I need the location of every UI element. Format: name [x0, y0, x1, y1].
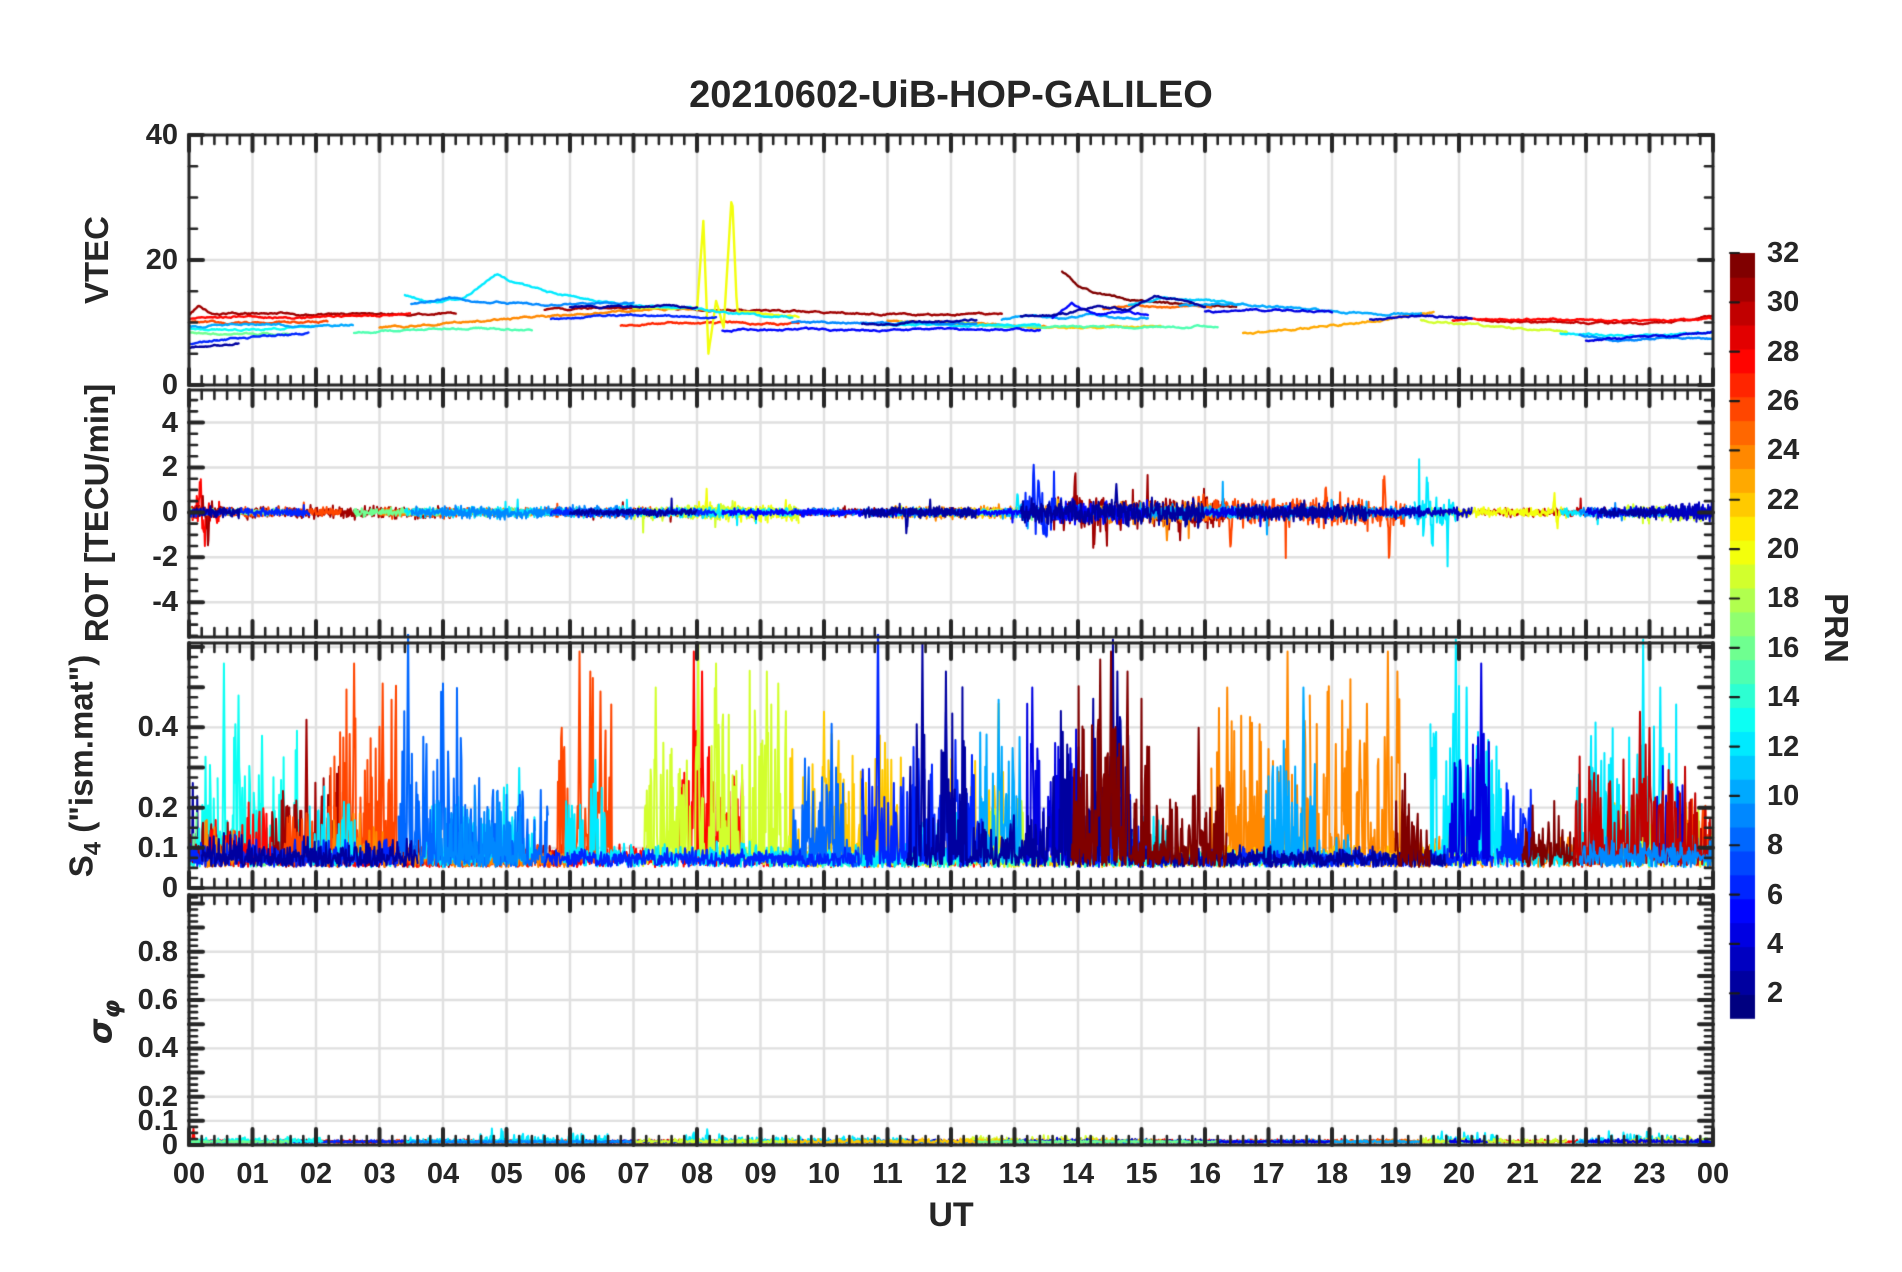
y-tick-label-rot: 0 — [161, 496, 178, 529]
colorbar-tick-label: 20 — [1767, 533, 1800, 566]
y-tick-label-sigma_phi: 0.4 — [137, 1032, 178, 1065]
colorbar-tick-label: 6 — [1767, 878, 1784, 911]
colorbar-tick-label: 18 — [1767, 582, 1800, 615]
y-tick-label-s4: 0.1 — [137, 831, 178, 864]
y-tick-label-rot: 2 — [161, 451, 178, 484]
y-tick-label-sigma_phi: 0.6 — [137, 984, 178, 1017]
x-tick-label: 06 — [553, 1158, 587, 1190]
x-tick-label: 12 — [934, 1158, 968, 1190]
x-tick-label: 15 — [1125, 1158, 1158, 1190]
y-tick-label-sigma_phi: 0.8 — [137, 935, 178, 968]
x-tick-label: 22 — [1569, 1158, 1603, 1190]
x-tick-label: 10 — [807, 1158, 841, 1190]
x-tick-label: 14 — [1061, 1158, 1095, 1190]
x-tick-label: 19 — [1379, 1158, 1412, 1190]
y-tick-label-vtec: 40 — [145, 119, 178, 151]
colorbar-tick-label: 12 — [1767, 730, 1800, 763]
x-axis-label: UT — [928, 1196, 974, 1234]
colorbar-tick-label: 28 — [1767, 335, 1800, 368]
x-tick-label: 17 — [1252, 1158, 1285, 1190]
y-tick-label-vtec: 20 — [145, 244, 178, 276]
colorbar-tick-label: 26 — [1767, 385, 1800, 418]
colorbar-tick-label: 2 — [1767, 977, 1784, 1010]
x-tick-label: 07 — [617, 1158, 650, 1190]
x-tick-label: 00 — [1696, 1158, 1730, 1190]
x-tick-label: 04 — [426, 1158, 460, 1190]
x-tick-label: 21 — [1506, 1158, 1539, 1190]
x-tick-label: 20 — [1442, 1158, 1476, 1190]
colorbar-tick-label: 14 — [1767, 681, 1800, 714]
y-tick-label-sigma_phi: 0.1 — [137, 1104, 178, 1137]
colorbar-tick-label: 4 — [1767, 927, 1784, 960]
colorbar-tick-label: 8 — [1767, 829, 1784, 862]
x-tick-label: 03 — [363, 1158, 396, 1190]
colorbar-tick-label: 24 — [1767, 434, 1800, 467]
colorbar-tick-label: 32 — [1767, 237, 1800, 269]
x-tick-label: 13 — [998, 1158, 1031, 1190]
y-tick-label-s4: 0.4 — [137, 711, 178, 744]
x-tick-label: 01 — [236, 1158, 269, 1190]
y-tick-label-rot: -2 — [152, 541, 178, 574]
y-tick-label-sigma_phi: 0.2 — [137, 1080, 178, 1113]
x-tick-label: 16 — [1188, 1158, 1222, 1190]
y-tick-label-s4: 0 — [161, 872, 178, 904]
x-tick-label: 11 — [872, 1158, 903, 1190]
x-tick-label: 09 — [744, 1158, 777, 1190]
x-tick-label: 02 — [299, 1158, 333, 1190]
x-tick-label: 18 — [1315, 1158, 1349, 1190]
y-tick-label-s4: 0.2 — [137, 791, 178, 824]
y-tick-label-vtec: 0 — [161, 369, 178, 401]
x-tick-label: 00 — [172, 1158, 206, 1190]
colorbar-tick-label: 22 — [1767, 483, 1800, 516]
x-tick-label: 05 — [490, 1158, 523, 1190]
x-tick-label: 08 — [680, 1158, 714, 1190]
y-tick-label-rot: 4 — [161, 406, 178, 439]
colorbar-tick-label: 10 — [1767, 779, 1800, 812]
colorbar-tick-label: 16 — [1767, 631, 1800, 664]
y-tick-label-sigma_phi: 0 — [161, 1129, 178, 1161]
chart-title: 20210602-UiB-HOP-GALILEO — [689, 74, 1213, 116]
colorbar-tick-label: 30 — [1767, 286, 1800, 319]
x-tick-label: 23 — [1633, 1158, 1666, 1190]
y-tick-label-rot: -4 — [152, 586, 178, 619]
